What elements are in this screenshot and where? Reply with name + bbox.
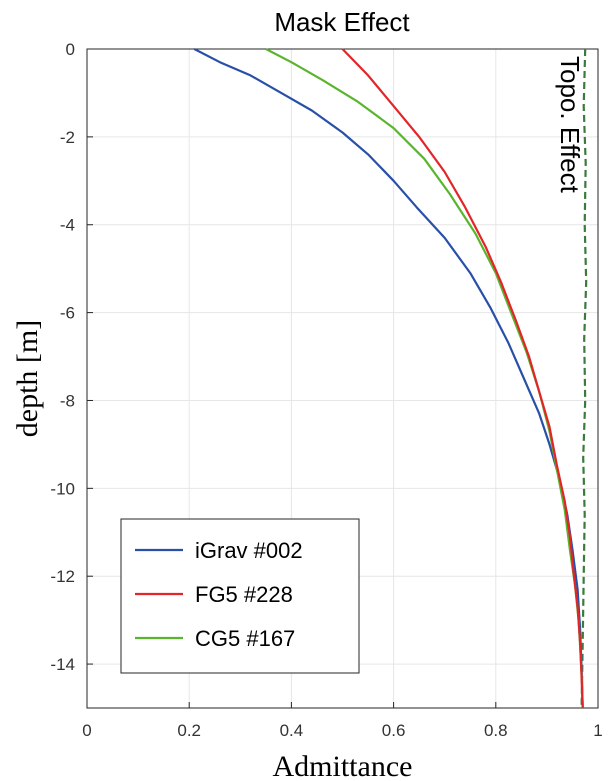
legend-entry-label: iGrav #002 <box>195 538 303 563</box>
tick-marks <box>86 48 599 708</box>
series-lines <box>193 48 588 709</box>
legend-box <box>120 518 360 674</box>
chart-title: Mask Effect <box>274 7 410 37</box>
y-axis-label: depth [m] <box>11 320 44 437</box>
topo-effect-line <box>580 48 588 709</box>
tick-labels: 0 0.2 0.4 0.6 0.8 1 0 -2 -4 -6 -8 -10 -12 -14 <box>50 40 602 740</box>
y-tick-label: 0 <box>66 40 75 59</box>
x-tick-label: 0.6 <box>382 721 406 740</box>
y-tick-label: -8 <box>60 391 75 410</box>
y-tick-label: -14 <box>50 655 75 674</box>
y-tick-label: -6 <box>60 304 75 323</box>
series-line-igrav-002 <box>193 48 584 709</box>
y-tick-label: -12 <box>50 567 75 586</box>
legend-entry-label: FG5 #228 <box>195 582 293 607</box>
x-tick-label: 0.8 <box>484 721 508 740</box>
legend: iGrav #002 FG5 #228 CG5 #167 <box>120 518 360 674</box>
x-tick-label: 0.2 <box>177 721 201 740</box>
y-tick-label: -10 <box>50 479 75 498</box>
topo-effect-annotation: Topo. Effect <box>555 56 585 194</box>
y-tick-label: -2 <box>60 128 75 147</box>
x-axis-label: Admittance <box>273 750 413 781</box>
x-tick-label: 0 <box>82 721 91 740</box>
x-tick-label: 1 <box>593 721 602 740</box>
legend-entry-label: CG5 #167 <box>195 626 295 651</box>
y-tick-label: -4 <box>60 216 75 235</box>
x-tick-label: 0.4 <box>280 721 304 740</box>
series-line-fg5-228 <box>341 48 584 709</box>
